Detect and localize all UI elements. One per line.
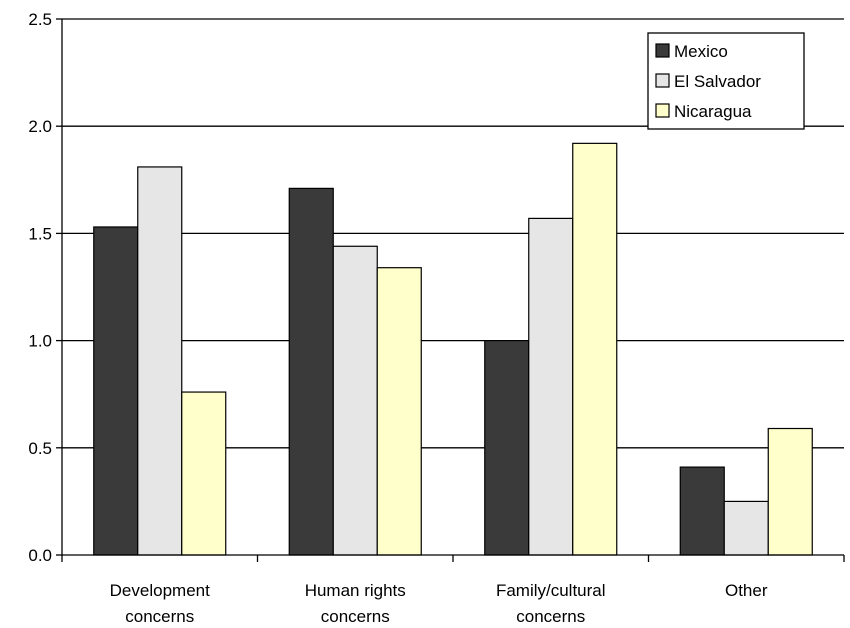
y-tick-label: 0.5: [28, 439, 52, 458]
bar-nicaragua-3: [767, 427, 813, 556]
bar-nicaragua-2: [572, 142, 618, 556]
y-tick-label: 0.0: [28, 546, 52, 565]
legend-box: [647, 32, 805, 130]
y-tick-labels: 0.0 0.5 1.0 1.5 2.0 2.5: [28, 10, 52, 565]
y-tick-label: 1.5: [28, 224, 52, 243]
category-label: Human rights: [305, 581, 406, 600]
category-label: Development: [110, 581, 210, 600]
legend-swatch: [655, 103, 670, 118]
category-label: Family/cultural: [496, 581, 606, 600]
category-label: concerns: [125, 607, 194, 626]
category-labels: Development concerns Human rights concerns F…: [110, 581, 768, 626]
bar-mexico-1: [288, 187, 334, 556]
bar-mexico-0: [93, 226, 139, 556]
bar-nicaragua-1: [376, 267, 422, 556]
bars: [93, 142, 813, 556]
bar-el-salvador-1: [332, 245, 378, 556]
bar-el-salvador-2: [528, 217, 574, 556]
y-tick-label: 2.5: [28, 10, 52, 29]
category-label: concerns: [516, 607, 585, 626]
bar-el-salvador-0: [137, 166, 183, 556]
bar-mexico-2: [484, 340, 530, 556]
category-label: concerns: [321, 607, 390, 626]
axes: [56, 18, 845, 562]
legend-label: Nicaragua: [674, 102, 752, 121]
legend-swatch: [655, 73, 670, 88]
legend-swatch: [655, 43, 670, 58]
bar-el-salvador-3: [723, 500, 769, 556]
y-tick-label: 1.0: [28, 332, 52, 351]
legend-label: Mexico: [674, 42, 728, 61]
y-tick-label: 2.0: [28, 117, 52, 136]
bar-nicaragua-0: [181, 391, 227, 556]
category-label: Other: [725, 581, 768, 600]
legend-label: El Salvador: [674, 72, 761, 91]
bar-mexico-3: [679, 466, 725, 556]
legend: Mexico El Salvador Nicaragua: [647, 32, 805, 130]
